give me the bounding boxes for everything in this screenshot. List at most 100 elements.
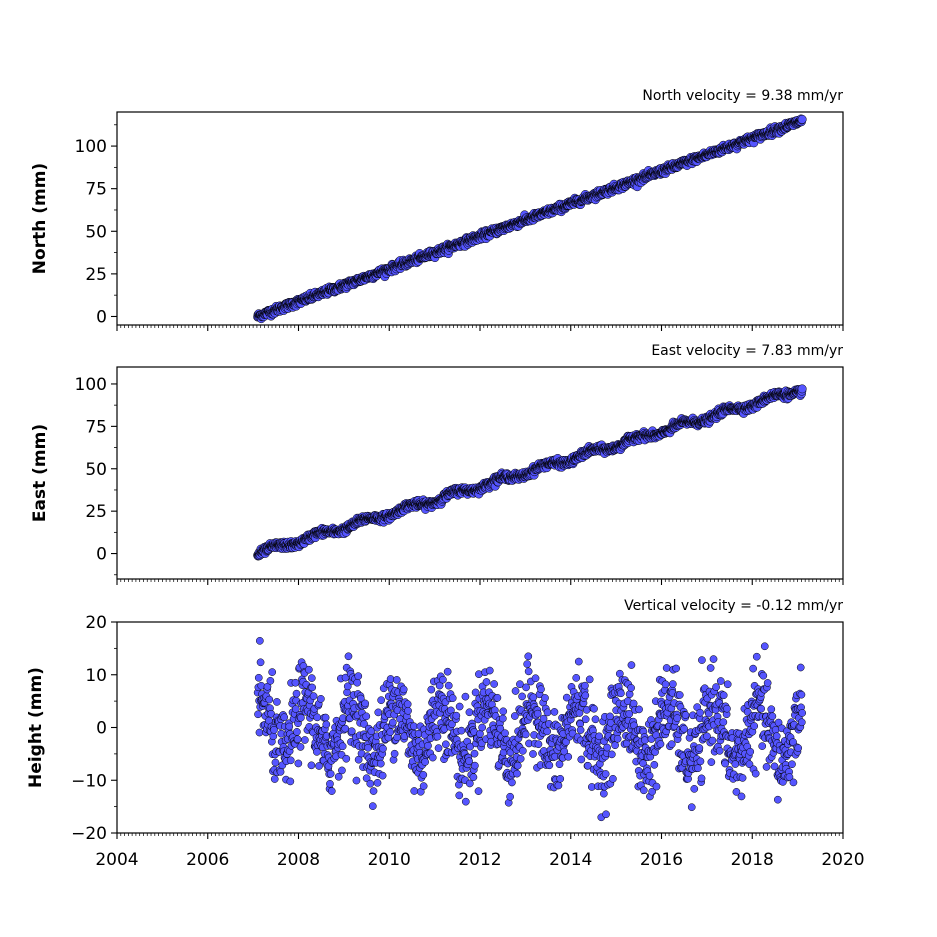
data-point [516,680,524,689]
data-point [434,744,443,752]
data-point [455,791,464,800]
data-point [606,712,614,721]
data-point [521,730,530,739]
data-point [293,735,302,744]
data-point [794,744,803,752]
data-points [253,384,807,561]
data-point [513,761,522,770]
data-point [326,769,335,778]
data-point [533,709,542,718]
data-point [759,671,768,680]
data-point [354,672,363,680]
data-point [539,714,548,723]
data-point [537,685,545,694]
data-point [338,742,347,751]
data-point [789,778,798,787]
data-point [763,679,772,687]
data-point [572,674,581,682]
data-point [404,706,412,715]
data-point [737,792,746,801]
data-point [719,718,728,726]
data-point [377,696,386,705]
data-point [292,689,301,698]
data-point [516,754,525,763]
data-point [543,708,552,717]
data-point [797,718,806,727]
data-point [789,738,797,746]
data-point [595,732,603,741]
data-point [362,774,371,783]
data-point [732,788,741,796]
data-point [562,693,571,702]
data-point [510,712,519,720]
data-point [267,709,275,718]
data-point [301,736,309,744]
data-point [758,742,767,750]
data-point [560,747,569,756]
data-point [625,690,634,699]
data-point [751,769,760,778]
data-point [625,710,634,718]
data-point [556,774,565,783]
data-point [707,758,716,766]
data-point [750,722,759,730]
data-point [313,713,322,722]
data-point [428,753,437,762]
data-point [390,749,399,758]
y-tick-label: 75 [85,417,107,437]
data-point [493,693,502,702]
data-point [322,720,331,729]
data-point [326,780,334,788]
y-tick-label: −20 [71,824,107,844]
data-point [581,681,589,690]
data-point [307,761,316,770]
data-point [762,763,771,771]
data-point [506,792,514,801]
data-point [531,674,540,683]
data-point [255,637,264,645]
data-point [564,752,573,761]
data-point [353,678,362,687]
data-point [639,759,647,768]
data-point [379,744,387,753]
data-point [522,683,530,692]
data-point [585,675,594,684]
data-point [271,758,280,767]
data-point [719,691,728,700]
data-point [645,771,654,780]
data-point [770,762,779,771]
data-point [362,712,371,721]
data-point [344,652,353,661]
data-point [469,773,478,782]
data-point [448,694,457,703]
y-tick-label: 0 [96,719,107,739]
data-point [524,652,533,661]
data-point [366,779,375,788]
data-point [603,743,611,752]
data-point [499,714,507,723]
data-point [656,740,665,748]
data-point [590,704,598,713]
data-point [723,704,731,713]
data-point [601,770,610,778]
data-point [388,718,397,727]
data-point [410,722,418,731]
data-point [474,787,483,795]
data-point [696,708,704,717]
data-point [439,675,447,684]
data-point [461,797,470,806]
data-point [342,754,351,763]
data-point [392,676,401,684]
data-point [270,775,279,783]
data-point [352,776,361,785]
data-point [285,722,294,731]
data-point [694,764,702,773]
data-point [555,760,564,769]
velocity-annotation: North velocity = 9.38 mm/yr [642,88,843,104]
data-point [675,691,684,699]
data-point [667,740,676,749]
